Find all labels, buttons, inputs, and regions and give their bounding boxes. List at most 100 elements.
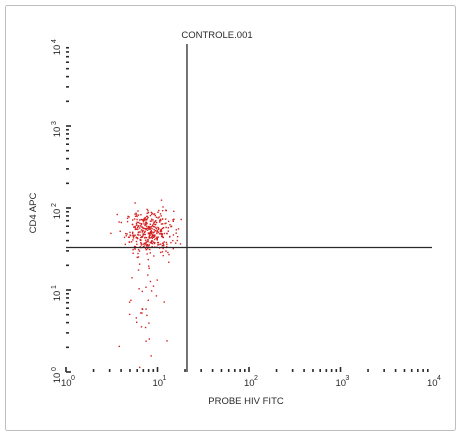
data-point: [142, 235, 144, 237]
data-point: [166, 340, 168, 342]
data-point: [146, 219, 148, 221]
data-point: [135, 228, 138, 230]
data-point: [151, 234, 154, 237]
y-tick-exponent: 4: [51, 39, 58, 43]
data-point: [160, 233, 162, 235]
data-point: [149, 228, 151, 230]
x-tick-exponent: 1: [163, 375, 167, 382]
data-point: [162, 236, 164, 238]
data-point: [124, 243, 126, 246]
data-point: [128, 216, 130, 218]
data-point: [173, 218, 175, 220]
data-point: [146, 208, 148, 211]
data-point: [139, 234, 141, 236]
data-point: [140, 214, 142, 216]
data-point: [154, 214, 156, 217]
data-point: [141, 312, 143, 314]
data-point: [149, 220, 152, 222]
data-point: [137, 228, 139, 231]
data-point: [148, 233, 150, 235]
data-point: [144, 236, 147, 239]
data-point: [138, 263, 141, 265]
data-point: [165, 222, 167, 224]
data-point: [160, 232, 162, 234]
data-point: [163, 232, 166, 235]
data-point: [119, 230, 121, 232]
data-point: [159, 243, 162, 245]
data-point: [153, 242, 156, 245]
data-point: [151, 212, 154, 215]
quadrant-gate: [66, 44, 432, 372]
y-tick-label: 10: [52, 45, 63, 56]
data-point: [147, 299, 149, 301]
data-point: [134, 228, 137, 231]
data-point: [159, 221, 161, 223]
data-point: [134, 226, 136, 228]
x-tick-label: 10: [244, 378, 255, 389]
data-point: [149, 237, 151, 239]
data-point: [161, 235, 163, 238]
data-point: [146, 229, 149, 231]
data-point: [142, 221, 145, 223]
data-point: [127, 236, 130, 238]
data-point: [151, 228, 153, 230]
data-point: [148, 236, 150, 238]
y-tick-exponent: 2: [51, 203, 58, 207]
data-point: [145, 340, 147, 342]
data-point: [135, 214, 138, 216]
data-point: [148, 338, 150, 340]
data-point: [155, 219, 157, 222]
data-point: [150, 232, 152, 235]
data-point: [138, 250, 141, 252]
data-point: [166, 232, 168, 235]
data-point: [144, 244, 146, 246]
data-point: [176, 236, 179, 238]
data-point: [160, 199, 163, 201]
data-point: [140, 236, 142, 239]
data-point: [157, 231, 160, 233]
data-point: [149, 214, 152, 217]
data-point: [137, 252, 139, 255]
data-point: [154, 213, 156, 215]
data-point: [158, 243, 160, 246]
data-point: [136, 218, 138, 221]
data-point: [165, 209, 167, 212]
data-point: [146, 314, 148, 317]
data-point: [153, 228, 155, 231]
data-point: [153, 235, 155, 237]
data-point: [152, 232, 155, 234]
data-point: [144, 242, 147, 244]
data-point: [147, 258, 149, 261]
data-point: [148, 228, 150, 230]
data-point: [172, 234, 175, 236]
data-point: [139, 366, 141, 369]
data-point: [146, 243, 149, 246]
data-point: [151, 233, 153, 236]
data-point: [156, 232, 158, 235]
data-point: [134, 248, 136, 250]
data-point: [157, 244, 159, 246]
data-point: [157, 217, 159, 219]
data-point: [140, 312, 142, 314]
data-point: [129, 231, 131, 234]
y-tick-label: 10: [52, 373, 63, 384]
data-point: [156, 229, 158, 232]
data-point: [144, 219, 147, 221]
data-point: [161, 227, 164, 230]
data-point: [151, 246, 153, 248]
data-point: [136, 221, 138, 223]
data-point: [136, 256, 138, 259]
data-point: [139, 246, 141, 248]
data-point: [132, 252, 134, 254]
data-point: [142, 233, 144, 235]
data-point: [162, 206, 164, 208]
data-point: [150, 226, 153, 228]
data-point: [140, 326, 143, 328]
data-point: [152, 223, 155, 225]
data-point: [147, 216, 149, 219]
x-tick-exponent: 4: [437, 375, 441, 382]
data-point: [157, 226, 159, 229]
data-point: [145, 249, 147, 251]
data-point: [155, 226, 157, 229]
